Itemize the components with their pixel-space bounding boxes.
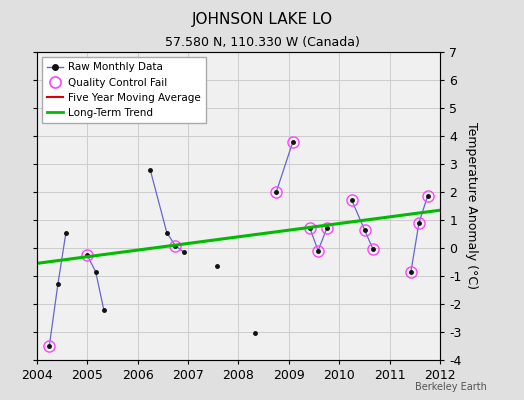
Y-axis label: Temperature Anomaly (°C): Temperature Anomaly (°C) xyxy=(465,122,478,290)
Text: JOHNSON LAKE LO: JOHNSON LAKE LO xyxy=(191,12,333,27)
Text: 57.580 N, 110.330 W (Canada): 57.580 N, 110.330 W (Canada) xyxy=(165,36,359,49)
Text: Berkeley Earth: Berkeley Earth xyxy=(416,382,487,392)
Legend: Raw Monthly Data, Quality Control Fail, Five Year Moving Average, Long-Term Tren: Raw Monthly Data, Quality Control Fail, … xyxy=(42,57,206,123)
